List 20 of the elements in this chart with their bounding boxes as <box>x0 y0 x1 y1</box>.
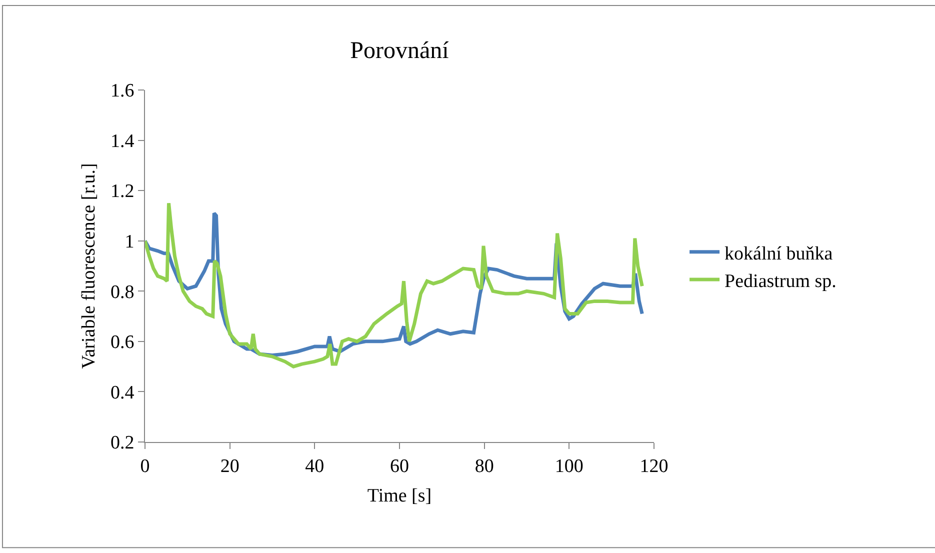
y-tick-label: 0.6 <box>110 332 134 354</box>
y-axis-title: Variable fluorescence [r.u.] <box>78 163 100 369</box>
x-tick-label: 0 <box>140 456 150 477</box>
x-tick-label: 40 <box>305 456 324 477</box>
x-tick-label: 100 <box>554 456 584 477</box>
y-tick-label: 0.2 <box>110 432 134 454</box>
y-tick-label: 1.2 <box>110 181 134 202</box>
y-tick-label: 1.6 <box>110 80 134 102</box>
legend-label: kokální buňka <box>724 243 834 264</box>
x-tick-label: 20 <box>220 456 240 477</box>
x-tick-label: 80 <box>474 456 494 477</box>
x-axis-title: Time [s] <box>367 486 432 507</box>
x-tick-label: 60 <box>390 456 409 477</box>
chart-title: Porovnání <box>350 38 450 64</box>
x-tick-label: 120 <box>640 456 668 477</box>
y-tick-label: 1 <box>124 232 134 253</box>
y-tick-label: 1.4 <box>110 130 135 152</box>
legend-label: Pediastrum sp. <box>724 270 836 292</box>
y-tick-label: 0.8 <box>110 282 134 303</box>
y-tick-label: 0.4 <box>110 382 135 404</box>
